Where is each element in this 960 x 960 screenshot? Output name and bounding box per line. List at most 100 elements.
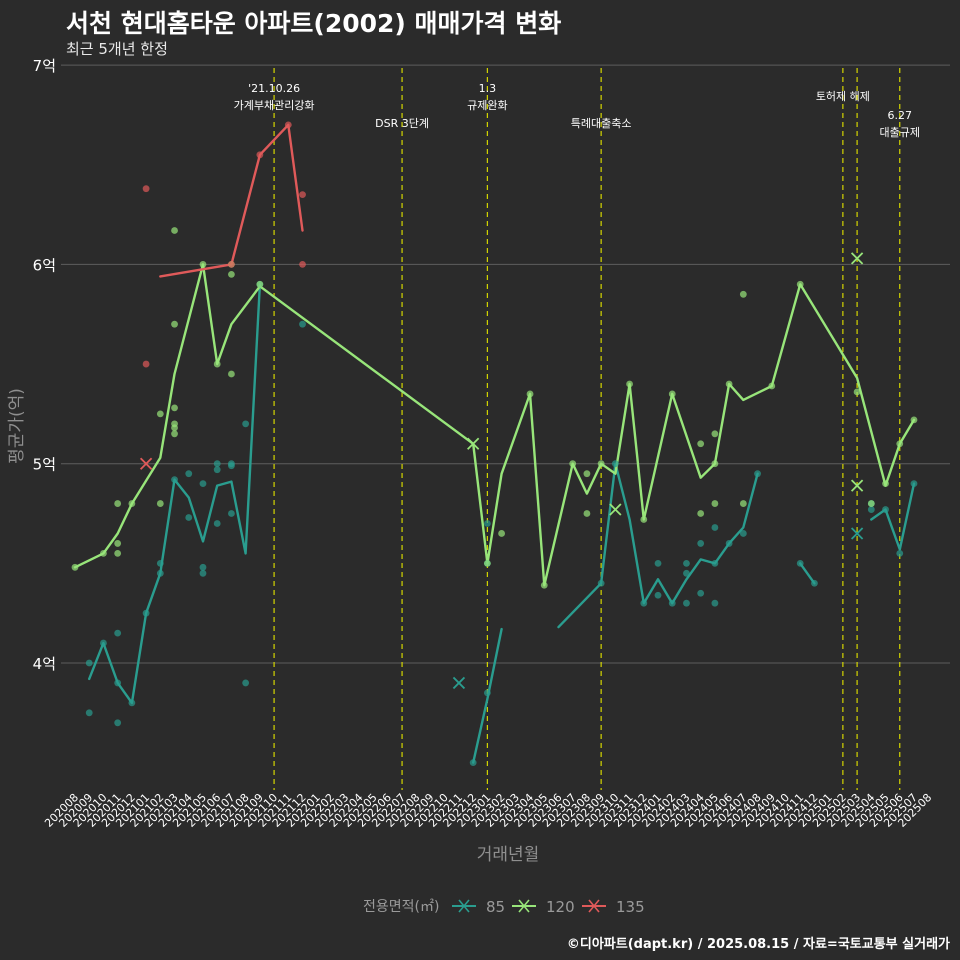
series-135-point bbox=[256, 151, 264, 159]
series-135-point bbox=[299, 191, 306, 199]
series-85-point bbox=[711, 524, 719, 531]
series-85-point bbox=[683, 569, 690, 577]
series-120-point bbox=[739, 290, 747, 298]
series-85-point bbox=[85, 709, 93, 717]
series-85-point bbox=[142, 609, 150, 617]
series-85-point bbox=[469, 759, 477, 767]
series-85-point bbox=[654, 591, 662, 599]
series-120-point bbox=[483, 559, 491, 567]
series-85-point bbox=[882, 506, 889, 513]
series-85-point bbox=[611, 460, 619, 468]
event-label: 대출규제 bbox=[880, 126, 920, 139]
series-120-point bbox=[114, 500, 122, 507]
legend-item-135: 135 bbox=[582, 898, 645, 916]
series-85-point bbox=[199, 563, 207, 571]
y-tick-labels: 4억 5억 6억 7억 bbox=[33, 57, 56, 673]
series-85-point bbox=[185, 514, 193, 521]
series-120-point bbox=[526, 390, 534, 398]
series-85-line bbox=[87, 283, 262, 705]
series-120-point bbox=[697, 440, 705, 448]
series-120-point bbox=[228, 370, 235, 378]
series-85-point bbox=[114, 629, 122, 637]
series-120-point bbox=[711, 500, 719, 507]
series-85-point bbox=[640, 599, 648, 607]
series-85-point bbox=[711, 559, 719, 567]
series-85-point bbox=[114, 679, 122, 687]
series-120-point bbox=[882, 480, 889, 488]
series-120-point bbox=[156, 500, 164, 507]
event-label: DSR 3단계 bbox=[375, 117, 429, 130]
series-120-point bbox=[725, 380, 733, 388]
chart-subtitle: 최근 5개년 한정 bbox=[66, 40, 168, 58]
series-85-point bbox=[910, 480, 918, 488]
series-120-point bbox=[583, 470, 591, 478]
series-85-point bbox=[242, 420, 250, 428]
chart-title: 서천 현대홈타운 아파트(2002) 매매가격 변화 bbox=[66, 9, 562, 38]
series-85-point bbox=[114, 719, 122, 727]
series-85-point bbox=[867, 506, 875, 513]
series-85-point bbox=[156, 569, 164, 577]
series-85-point bbox=[811, 579, 818, 587]
series-120-cross-marker bbox=[609, 503, 622, 516]
series-85-point bbox=[100, 639, 107, 647]
legend-label: 85 bbox=[486, 898, 505, 916]
series-120-point bbox=[626, 380, 633, 388]
y-axis-label: 평균가(억) bbox=[7, 388, 27, 464]
series-120-point bbox=[228, 270, 235, 278]
series-85-cross-marker bbox=[452, 676, 466, 690]
series-85-point bbox=[85, 659, 93, 667]
series-120-point bbox=[896, 440, 904, 448]
legend-cross bbox=[588, 899, 600, 913]
series-120-cross-marker bbox=[850, 479, 864, 492]
series-85-point bbox=[213, 520, 221, 527]
series-85-point bbox=[228, 460, 235, 468]
series-85-point bbox=[156, 559, 164, 567]
series-120-point bbox=[768, 382, 776, 390]
series-120-point bbox=[100, 549, 107, 557]
series-85-point bbox=[683, 559, 690, 567]
series-85-point bbox=[668, 599, 676, 607]
event-label: 특례대출축소 bbox=[571, 117, 632, 130]
series-120-point bbox=[171, 424, 178, 432]
legend-cross bbox=[518, 899, 530, 913]
series-85-point bbox=[739, 530, 747, 537]
series-85-point bbox=[128, 699, 136, 707]
series-85-point bbox=[171, 476, 178, 484]
series-120-point bbox=[711, 430, 719, 438]
legend-item-85: 85 bbox=[452, 898, 505, 916]
event-label: '21.10.26 bbox=[248, 82, 300, 95]
y-tick-label: 6억 bbox=[33, 256, 56, 274]
series-85-cross-marker bbox=[850, 527, 864, 540]
source-caption: ©디아파트(dapt.kr) / 2025.08.15 / 자료=국토교통부 실… bbox=[566, 937, 950, 952]
series-120-line bbox=[73, 263, 916, 587]
event-label: 6.27 bbox=[888, 109, 913, 122]
series-85-point bbox=[483, 520, 491, 527]
series-120-point bbox=[697, 510, 705, 517]
series-85-point bbox=[199, 480, 207, 488]
series-120-point bbox=[114, 549, 122, 557]
event-label: 규제완화 bbox=[467, 99, 507, 112]
series-120-point bbox=[668, 390, 676, 398]
x-axis-label: 거래년월 bbox=[477, 845, 540, 865]
series-120-point bbox=[171, 404, 178, 412]
series-120-point bbox=[71, 563, 79, 571]
legend-label: 135 bbox=[616, 898, 645, 916]
legend-item-120: 120 bbox=[512, 898, 575, 916]
series-120-point bbox=[128, 500, 136, 507]
legend-label: 120 bbox=[546, 898, 575, 916]
series-85-point bbox=[697, 540, 705, 547]
series-120-point bbox=[711, 460, 719, 468]
series-120-point bbox=[213, 360, 221, 368]
series-85-point bbox=[796, 559, 804, 567]
series-120-point bbox=[171, 320, 178, 328]
series-120-point bbox=[498, 530, 505, 537]
legend-title: 전용면적(㎡) bbox=[363, 899, 439, 915]
series-135-cross-marker bbox=[139, 457, 153, 470]
series-135-point bbox=[228, 261, 235, 268]
series-85-point bbox=[228, 510, 235, 517]
series-85-point bbox=[213, 460, 221, 468]
series-135-point bbox=[299, 261, 306, 268]
series-120-point bbox=[597, 460, 605, 468]
series-lines bbox=[73, 123, 916, 764]
